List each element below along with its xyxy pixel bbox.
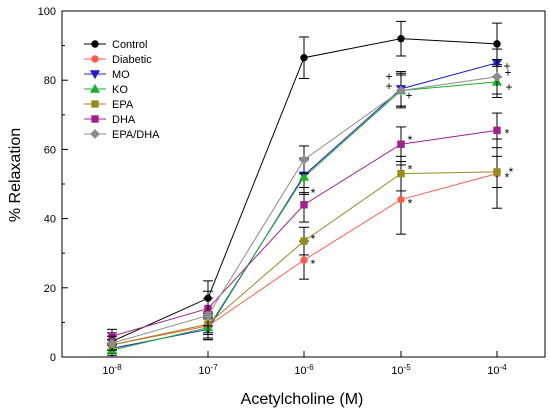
x-tick-label: 10-6 (294, 363, 314, 377)
data-point (300, 54, 308, 62)
data-point (397, 195, 405, 204)
significance-mark: * (311, 186, 316, 200)
data-point (300, 256, 308, 264)
y-tick-label: 60 (44, 144, 56, 156)
legend-label: Control (112, 39, 147, 51)
data-point (493, 40, 501, 48)
data-point (397, 140, 405, 148)
data-point (493, 168, 501, 176)
x-axis-title: Acetylcholine (M) (241, 391, 364, 408)
legend-label: EPA (112, 99, 134, 111)
legend-label: DHA (112, 114, 136, 126)
legend-marker (89, 70, 101, 80)
legend-marker (91, 115, 99, 123)
legend-item-mo: MO (84, 69, 130, 81)
legend-marker (89, 83, 101, 93)
x-tick-label: 10-7 (198, 363, 218, 377)
significance-mark: + (385, 70, 392, 84)
data-point (298, 171, 310, 181)
data-point (203, 310, 213, 321)
significance-mark: + (505, 80, 512, 94)
legend-marker (91, 55, 99, 63)
legend-label: Diabetic (112, 54, 152, 66)
significance-mark: + (504, 66, 511, 80)
data-point (300, 237, 308, 245)
legend-marker (90, 129, 100, 139)
axes: 0 20 40 60 80 100 10-8 10-7 10-6 10-5 10-4 (38, 6, 546, 377)
data-point (299, 154, 309, 165)
legend-label: KO (112, 84, 128, 96)
data-point (493, 126, 501, 135)
significance-mark: + (503, 59, 510, 73)
legend-item-control: Control (84, 39, 147, 51)
legend-marker (91, 40, 99, 48)
legend-label: EPA/DHA (112, 129, 160, 141)
significance-mark: * (408, 163, 413, 177)
data-point (396, 85, 406, 96)
significance-mark: * (505, 171, 510, 185)
legend-marker (91, 100, 99, 108)
series-dha: * * * (107, 112, 510, 344)
legend-label: MO (112, 69, 130, 81)
x-tick-label: 10-4 (487, 363, 507, 377)
data-point (300, 201, 308, 209)
x-tick-label: 10-5 (391, 363, 411, 377)
significance-mark: * (408, 197, 413, 211)
significance-mark: * (509, 165, 514, 179)
significance-mark: * (408, 133, 413, 147)
significance-mark: * (311, 257, 316, 271)
y-tick-label: 80 (44, 75, 56, 87)
data-point (107, 338, 117, 349)
y-axis-title: % Relaxation (7, 128, 24, 222)
legend-item-ko: KO (84, 83, 128, 96)
x-tick-label: 10-8 (102, 363, 122, 377)
series-layer: ***++++** *** *+ + (106, 20, 514, 356)
significance-mark: * (311, 232, 316, 246)
legend-item-diabetic: Diabetic (84, 54, 152, 66)
series-diabetic: * * * (107, 138, 510, 351)
data-point (492, 71, 502, 82)
significance-mark: * (505, 126, 510, 140)
series-ko: ++ (106, 65, 513, 356)
legend-item-epa: EPA (84, 99, 134, 111)
series-epa-dha: + + (107, 58, 512, 351)
data-point (397, 169, 405, 178)
y-tick-label: 0 (50, 352, 56, 364)
significance-mark: + (405, 89, 412, 103)
legend-item-epa-dha: EPA/DHA (84, 129, 160, 141)
legend-item-dha: DHA (84, 114, 136, 126)
significance-mark: + (385, 79, 392, 93)
y-tick-label: 20 (44, 283, 56, 295)
y-tick-label: 100 (38, 6, 56, 18)
y-tick-label: 40 (44, 214, 56, 226)
legend: Control Diabetic MO KO EPA DHA EPA/DHA (84, 39, 160, 141)
data-point (397, 34, 405, 43)
